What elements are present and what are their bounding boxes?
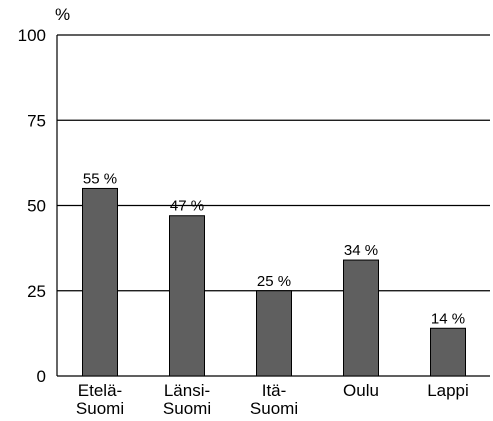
y-tick-label: 25: [27, 282, 46, 301]
value-label: 14 %: [431, 310, 465, 327]
value-label: 25 %: [257, 273, 291, 290]
value-label: 55 %: [83, 170, 117, 187]
bar: [82, 187, 118, 377]
x-tick-label: Itä-Suomi: [250, 381, 298, 418]
y-tick-label: 50: [27, 197, 46, 216]
x-tick-label: Etelä-Suomi: [76, 381, 124, 418]
bar: [343, 259, 379, 377]
x-tick-label: Oulu: [343, 381, 379, 400]
x-tick-label: Lappi: [427, 381, 469, 400]
y-axis-label: %: [55, 5, 70, 24]
bar: [169, 215, 205, 377]
y-tick-label: 0: [37, 367, 46, 386]
y-tick-label: 100: [18, 26, 46, 45]
bar: [256, 290, 292, 377]
y-tick-label: 75: [27, 111, 46, 130]
bar: [430, 327, 466, 377]
value-label: 47 %: [170, 198, 204, 215]
value-label: 34 %: [344, 242, 378, 259]
x-tick-label: Länsi-Suomi: [163, 381, 211, 418]
